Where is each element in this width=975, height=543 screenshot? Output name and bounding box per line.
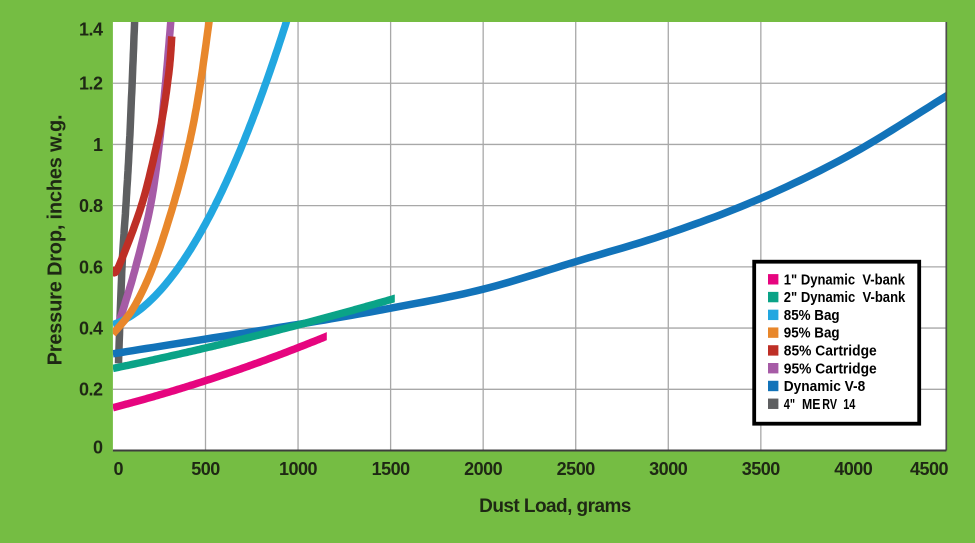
svg-text:Dynamic V-8: Dynamic V-8: [784, 379, 865, 395]
svg-text:85% Bag: 85% Bag: [784, 308, 840, 324]
svg-text:1500: 1500: [372, 459, 411, 479]
svg-text:0.4: 0.4: [79, 319, 103, 339]
svg-text:1" Dynamic V-bank: 1" Dynamic V-bank: [784, 272, 906, 288]
svg-text:0: 0: [114, 459, 124, 479]
svg-text:95% Cartridge: 95% Cartridge: [784, 361, 877, 377]
svg-text:2" Dynamic V-bank: 2" Dynamic V-bank: [784, 290, 906, 306]
svg-text:2000: 2000: [464, 459, 503, 479]
svg-text:0.8: 0.8: [79, 196, 103, 216]
svg-text:3500: 3500: [742, 459, 781, 479]
svg-text:85% Cartridge: 85% Cartridge: [784, 344, 877, 360]
svg-text:1: 1: [93, 135, 103, 155]
svg-text:0.6: 0.6: [79, 257, 103, 277]
svg-text:Dust Load, grams: Dust Load, grams: [479, 496, 631, 517]
svg-text:3000: 3000: [649, 459, 688, 479]
svg-text:0.2: 0.2: [79, 380, 103, 400]
svg-text:4000: 4000: [834, 459, 873, 479]
svg-text:1000: 1000: [279, 459, 318, 479]
svg-text:1.4: 1.4: [79, 19, 103, 39]
svg-text:Pressure Drop, inches w.g.: Pressure Drop, inches w.g.: [44, 115, 66, 366]
svg-text:4500: 4500: [910, 459, 949, 479]
svg-text:0: 0: [93, 437, 103, 457]
svg-text:500: 500: [191, 459, 220, 479]
svg-text:1.2: 1.2: [79, 74, 103, 94]
svg-text:95% Bag: 95% Bag: [784, 326, 840, 342]
svg-text:2500: 2500: [557, 459, 596, 479]
